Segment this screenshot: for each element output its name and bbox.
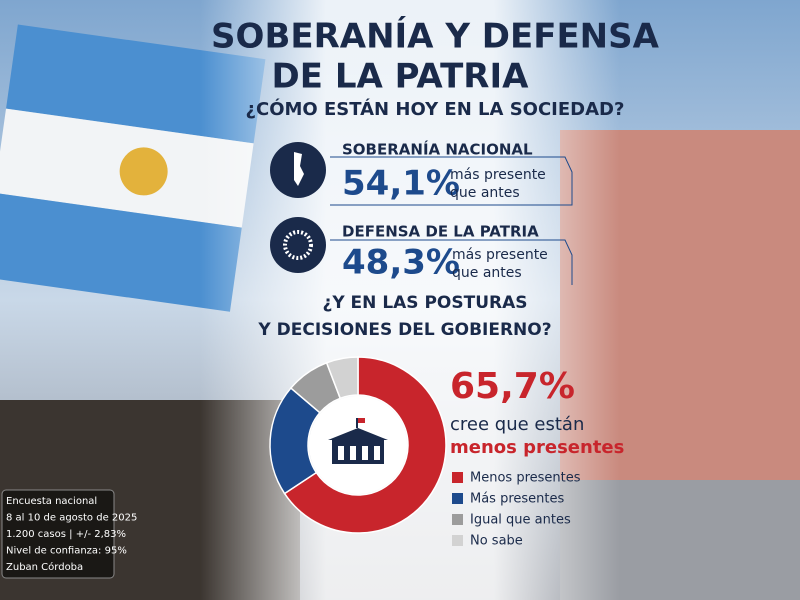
stat-card: SOBERANÍA NACIONAL 54,1% más presente qu… — [270, 140, 573, 206]
stat-label: DEFENSA DE LA PATRIA — [342, 223, 539, 241]
stat-note: que antes — [450, 185, 520, 201]
stat-label: SOBERANÍA NACIONAL — [342, 140, 533, 159]
footnote-line: 1.200 casos | +/- 2,83% — [6, 529, 126, 540]
icon — [270, 217, 326, 273]
highlight-value: 65,7% — [450, 366, 575, 407]
stat-value: 54,1% — [342, 164, 460, 204]
stat-note: más presente — [450, 167, 546, 183]
icon-map — [294, 152, 304, 186]
stat-card: DEFENSA DE LA PATRIA 48,3% más presente … — [270, 217, 573, 285]
legend-swatch — [452, 472, 463, 483]
highlight-text: menos presentes — [450, 437, 624, 458]
title: DE LA PATRIA — [272, 57, 530, 97]
donut-segment — [325, 356, 359, 400]
title: SOBERANÍA Y DEFENSA — [211, 16, 660, 57]
donut-chart — [269, 356, 447, 534]
question: Y DECISIONES DEL GOBIERNO? — [257, 320, 551, 340]
footnote-line: Zuban Córdoba — [6, 561, 83, 573]
footnote-line: Nivel de confianza: 95% — [6, 546, 127, 557]
footnote-line: Encuesta nacional — [6, 496, 97, 507]
donut-segment — [283, 356, 447, 534]
highlight-text: cree que están — [450, 414, 584, 435]
footnote-box: Encuesta nacional 8 al 10 de agosto de 20… — [1, 489, 137, 579]
legend-swatch — [452, 535, 463, 546]
icon-sun — [283, 230, 313, 260]
stat-note: más presente — [452, 247, 548, 263]
legend-swatch — [452, 514, 463, 525]
legend-label: Menos presentes — [470, 471, 581, 486]
subtitle: ¿CÓMO ESTÁN HOY EN LA SOCIEDAD? — [246, 98, 625, 120]
legend-label: No sabe — [470, 534, 523, 549]
footnote-line: 8 al 10 de agosto de 2025 — [6, 513, 137, 524]
card-border — [330, 239, 573, 285]
legend-swatch — [452, 493, 463, 504]
legend-label: Más presentes — [470, 492, 565, 507]
legend-label: Igual que antes — [470, 513, 571, 528]
stat-value: 48,3% — [342, 243, 460, 283]
question: ¿Y EN LAS POSTURAS — [322, 293, 527, 313]
stat-note: que antes — [452, 265, 522, 281]
building-icon — [328, 418, 388, 464]
card-border — [330, 156, 573, 206]
footnote-bg — [1, 489, 115, 579]
